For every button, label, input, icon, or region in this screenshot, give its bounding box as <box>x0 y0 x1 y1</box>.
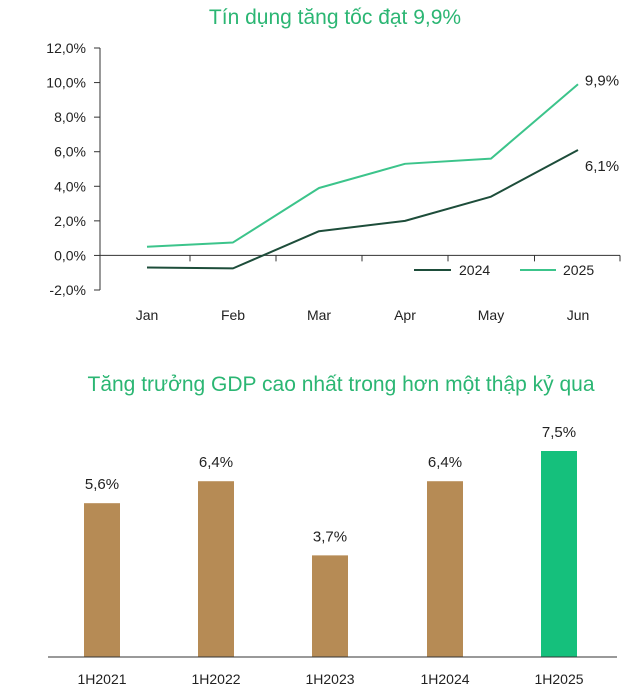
bar-1H2023 <box>312 555 348 657</box>
x-tick-label: Jun <box>567 307 590 323</box>
bar-x-tick-label: 1H2021 <box>77 671 126 687</box>
bar-1H2024 <box>427 481 463 657</box>
line-chart-legend: 2024 2025 <box>414 262 594 278</box>
y-tick-label: 6,0% <box>54 144 86 160</box>
bar-data-label: 3,7% <box>313 528 347 545</box>
y-tick-label: 8,0% <box>54 109 86 125</box>
line-chart-series: 6,1% 9,9% <box>146 72 619 270</box>
bar-data-label: 5,6% <box>85 476 119 493</box>
x-tick-label: Mar <box>307 307 331 323</box>
bar-chart-title: Tăng trưởng GDP cao nhất trong hơn một t… <box>88 373 595 396</box>
series-line-2025 <box>146 83 579 248</box>
y-tick-label: 4,0% <box>54 178 86 194</box>
y-tick-label: 2,0% <box>54 213 86 229</box>
x-tick-label: Apr <box>394 307 416 323</box>
line-chart-x-axis: Jan Feb Mar Apr May Jun <box>99 255 621 323</box>
legend-label-2024: 2024 <box>459 262 490 278</box>
bar-data-label: 6,4% <box>199 454 233 471</box>
bar-data-label: 7,5% <box>542 424 576 441</box>
bar-data-label: 6,4% <box>428 454 462 471</box>
series-end-label-2024: 6,1% <box>585 158 619 175</box>
bar-1H2025 <box>541 451 577 657</box>
bar-chart-x-axis: 1H2021 1H2022 1H2023 1H2024 1H2025 <box>77 671 583 687</box>
x-tick-label: Jan <box>136 307 159 323</box>
x-tick-label: May <box>478 307 504 323</box>
y-tick-label: 12,0% <box>46 40 86 56</box>
credit-growth-line-chart: Tín dụng tăng tốc đạt 9,9% 12,0% 10,0% 8,0… <box>46 6 621 323</box>
line-chart-title: Tín dụng tăng tốc đạt 9,9% <box>209 6 461 29</box>
bar-1H2021 <box>84 503 120 657</box>
bar-x-tick-label: 1H2024 <box>420 671 469 687</box>
y-tick-label: 0,0% <box>54 247 86 263</box>
series-end-label-2025: 9,9% <box>585 72 619 89</box>
x-tick-label: Feb <box>221 307 245 323</box>
series-line-2024 <box>146 149 579 270</box>
bar-x-tick-label: 1H2023 <box>305 671 354 687</box>
bar-1H2022 <box>198 481 234 657</box>
y-tick-label: -2,0% <box>49 282 86 298</box>
gdp-growth-bar-chart: Tăng trưởng GDP cao nhất trong hơn một t… <box>48 373 617 687</box>
line-chart-y-axis: 12,0% 10,0% 8,0% 6,0% 4,0% 2,0% 0,0% -2,0% <box>46 40 101 298</box>
bar-x-tick-label: 1H2025 <box>534 671 583 687</box>
bar-chart-bars: 5,6% 6,4% 3,7% 6,4% 7,5% <box>84 424 577 657</box>
legend-label-2025: 2025 <box>563 262 594 278</box>
bar-x-tick-label: 1H2022 <box>191 671 240 687</box>
y-tick-label: 10,0% <box>46 75 86 91</box>
